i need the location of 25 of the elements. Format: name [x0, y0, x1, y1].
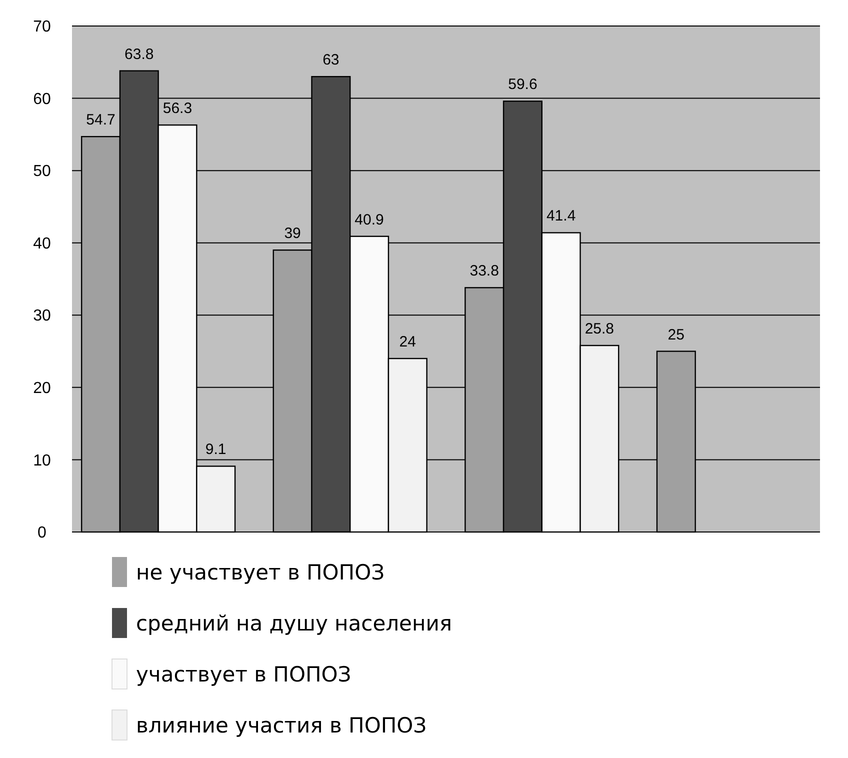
y-tick-label: 60 — [33, 90, 51, 108]
data-label: 41.4 — [546, 208, 576, 225]
data-label: 63.8 — [124, 46, 154, 63]
data-label: 54.7 — [86, 112, 116, 129]
data-label: 63 — [322, 52, 340, 69]
data-label: 59.6 — [508, 76, 538, 94]
y-tick-label: 0 — [38, 524, 47, 542]
data-label: 39 — [284, 225, 301, 242]
data-label: 24 — [399, 334, 416, 351]
y-tick-label: 40 — [33, 235, 51, 252]
y-tick-label: 20 — [33, 380, 51, 398]
y-tick-label: 30 — [33, 308, 51, 325]
y-tick-label: 70 — [33, 18, 51, 36]
legend-label: не участвует в ПОПОЗ — [136, 560, 385, 584]
legend-label: участвует в ПОПОЗ — [136, 662, 352, 686]
legend-label: средний на душу населения — [136, 611, 452, 636]
y-tick-label: 50 — [33, 163, 51, 180]
data-label: 40.9 — [354, 211, 384, 228]
data-label: 25.8 — [584, 320, 614, 338]
data-label: 33.8 — [470, 262, 499, 280]
legend-label: влияние участия в ПОПОЗ — [136, 713, 427, 738]
y-tick-label: 10 — [33, 452, 51, 470]
data-label: 25 — [668, 326, 684, 344]
data-label: 56.3 — [162, 100, 192, 118]
data-label: 9.1 — [205, 441, 226, 458]
